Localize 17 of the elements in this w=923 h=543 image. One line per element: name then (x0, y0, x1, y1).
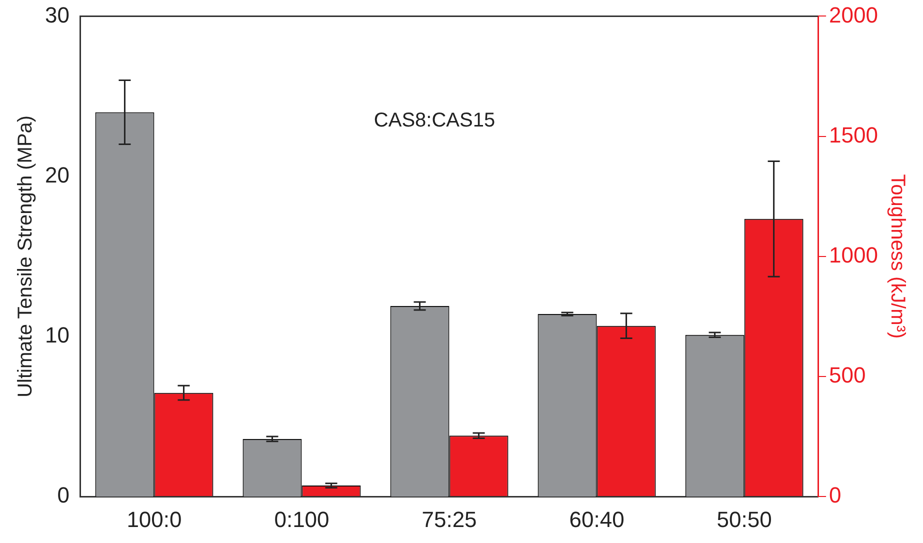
y-axis-title: Ultimate Tensile Strength (MPa) (14, 115, 37, 398)
x-tick-label: 50:50 (716, 506, 772, 532)
y-tick-label: 20 (44, 162, 70, 188)
y2-tick-label: 1000 (829, 242, 878, 268)
x-tick-label: 0:100 (274, 506, 330, 532)
y-tick-label: 0 (57, 482, 70, 508)
annotation: CAS8:CAS15 (374, 110, 496, 132)
y2-tick-label: 2000 (829, 2, 878, 28)
y2-tick-label: 0 (829, 482, 842, 508)
x-tick-label: 60:40 (569, 506, 624, 532)
y2-axis-title: Toughness (kJ/m³) (886, 174, 908, 339)
y2-tick-label: 500 (829, 362, 866, 388)
x-tick-label: 100:0 (126, 506, 182, 532)
y2-tick-label: 1500 (829, 122, 878, 148)
y-tick-label: 30 (44, 2, 70, 28)
y-tick-label: 10 (44, 322, 70, 348)
x-tick-label: 75:25 (422, 506, 477, 532)
